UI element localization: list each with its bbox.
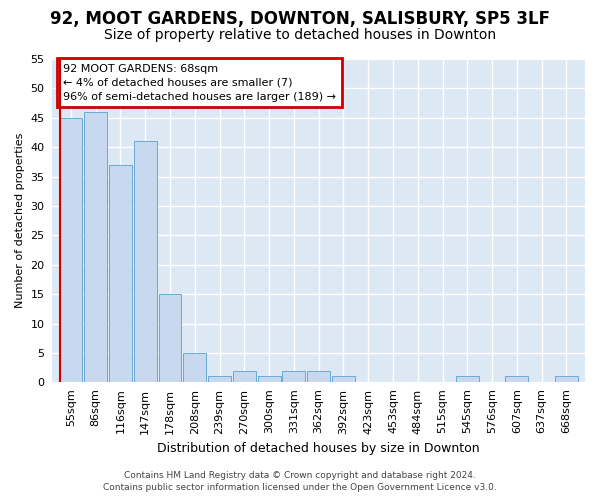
Bar <box>456 376 479 382</box>
Bar <box>505 376 528 382</box>
Bar <box>134 142 157 382</box>
Bar <box>233 370 256 382</box>
X-axis label: Distribution of detached houses by size in Downton: Distribution of detached houses by size … <box>157 442 480 455</box>
Bar <box>84 112 107 382</box>
Bar <box>555 376 578 382</box>
Text: Contains HM Land Registry data © Crown copyright and database right 2024.
Contai: Contains HM Land Registry data © Crown c… <box>103 471 497 492</box>
Bar <box>184 353 206 382</box>
Bar <box>332 376 355 382</box>
Bar <box>59 118 82 382</box>
Bar <box>307 370 330 382</box>
Text: 92, MOOT GARDENS, DOWNTON, SALISBURY, SP5 3LF: 92, MOOT GARDENS, DOWNTON, SALISBURY, SP… <box>50 10 550 28</box>
Bar <box>208 376 231 382</box>
Text: Size of property relative to detached houses in Downton: Size of property relative to detached ho… <box>104 28 496 42</box>
Y-axis label: Number of detached properties: Number of detached properties <box>15 133 25 308</box>
Bar <box>258 376 281 382</box>
Bar <box>158 294 181 382</box>
Bar <box>109 165 132 382</box>
Bar <box>283 370 305 382</box>
Text: 92 MOOT GARDENS: 68sqm
← 4% of detached houses are smaller (7)
96% of semi-detac: 92 MOOT GARDENS: 68sqm ← 4% of detached … <box>63 64 336 102</box>
